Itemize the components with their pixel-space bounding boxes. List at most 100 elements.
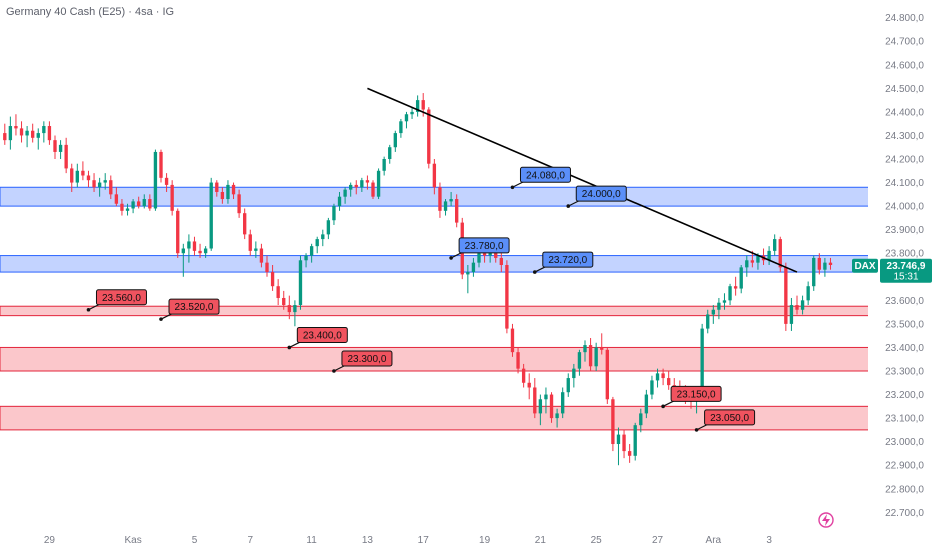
time-tick-label: 13 (362, 535, 374, 546)
candle-body (131, 201, 135, 209)
candle-body (644, 394, 649, 414)
candle-body (756, 255, 760, 263)
last-price-tag (880, 258, 932, 283)
time-tick-label: 5 (192, 535, 198, 546)
candle-body (555, 413, 559, 419)
candle-body (650, 380, 654, 395)
candle-body (114, 194, 119, 204)
candle-body (103, 180, 107, 183)
candle-body (828, 262, 833, 265)
candle-body (561, 392, 565, 414)
tradingview-flash-icon[interactable] (818, 512, 834, 528)
time-tick-label: Kas (124, 535, 141, 546)
price-callout: 24.000,0 (566, 185, 627, 208)
candle-body (304, 255, 308, 261)
candle-body (415, 100, 420, 112)
callout-anchor (159, 317, 163, 321)
candle-body (728, 286, 732, 301)
candle-body (109, 180, 113, 195)
callout-anchor (694, 428, 699, 432)
trendline-layer (367, 87, 798, 273)
candle-body (203, 248, 208, 254)
callout-label: 23.780,0 (465, 241, 504, 252)
time-axis[interactable]: 29 Kas 5 7 11 13 17 19 21 25 27 Ara 3 (0, 530, 932, 550)
candle-body (19, 128, 24, 136)
candle-body (667, 378, 671, 386)
candle-body (639, 413, 643, 426)
callout-anchor (532, 270, 537, 274)
candle-body (349, 184, 353, 190)
candle-body (627, 451, 632, 456)
candle-body (538, 399, 543, 414)
candle-body (337, 196, 342, 207)
flash-icon-ring (818, 512, 834, 528)
candle-body (365, 180, 370, 183)
price-tick-label: 24.300,0 (885, 131, 924, 142)
candle-body (393, 133, 397, 148)
candle-body (360, 180, 364, 188)
callout-box (575, 185, 627, 202)
candle-body (432, 163, 437, 188)
callout-anchor (449, 256, 453, 260)
candle-body (243, 213, 247, 235)
candle-body (399, 121, 403, 134)
time-tick-label: 17 (418, 535, 430, 546)
candle-body (466, 272, 470, 275)
candle-body (616, 434, 621, 445)
candle-body (259, 248, 264, 263)
candle-body (97, 182, 102, 188)
candle-body (153, 151, 158, 209)
price-tick-label: 23.400,0 (885, 343, 924, 354)
candle-body (655, 373, 660, 381)
candle-body (700, 328, 704, 390)
price-tick-label: 24.000,0 (885, 202, 924, 213)
candle-body (209, 182, 213, 249)
candle-body (633, 425, 637, 456)
candle-body (789, 305, 794, 324)
candle-body (505, 265, 509, 329)
candle-body (622, 434, 626, 452)
candle-body (58, 144, 63, 152)
last-price-label: 23.746,9 (887, 261, 926, 272)
callout-box (296, 326, 348, 343)
candle-body (309, 246, 314, 256)
annotations-layer: 24.080,0 24.000,0 23.780,0 23.720,0 23.560,0… (86, 166, 756, 432)
countdown-label: 15:31 (893, 272, 918, 283)
chart-title: Germany 40 Cash (E25) · 4sa · IG (6, 6, 175, 18)
candle-body (739, 267, 743, 289)
candles-layer (3, 93, 833, 466)
flash-icon-bolt (822, 514, 830, 526)
callout-anchor (661, 404, 665, 409)
zones-layer (0, 186, 877, 431)
price-callout: 23.150,0 (661, 385, 722, 409)
candle-body (443, 201, 448, 211)
candle-body (588, 345, 593, 367)
candle-body (404, 114, 409, 122)
candle-body (455, 199, 459, 223)
price-callout: 23.560,0 (86, 289, 147, 312)
candle-body (806, 286, 810, 301)
candle-body (326, 220, 331, 235)
callout-anchor (566, 204, 571, 208)
candle-body (767, 250, 771, 261)
price-tick-label: 23.500,0 (885, 319, 924, 330)
candle-body (778, 239, 782, 268)
candle-body (92, 180, 96, 188)
candle-body (533, 387, 537, 414)
candle-body (31, 130, 35, 138)
candle-body (181, 248, 185, 254)
price-tick-label: 23.900,0 (885, 225, 924, 236)
candle-body (795, 305, 799, 310)
candle-body (343, 189, 347, 197)
callout-box (168, 298, 220, 315)
candle-body (321, 234, 325, 240)
price-tick-label: 23.600,0 (885, 296, 924, 307)
candle-body (410, 111, 414, 115)
callout-anchor (332, 369, 336, 373)
candle-body (270, 272, 275, 287)
price-tick-label: 24.200,0 (885, 155, 924, 166)
candle-body (164, 177, 169, 185)
callout-label: 23.150,0 (677, 389, 716, 400)
candle-body (25, 130, 29, 136)
